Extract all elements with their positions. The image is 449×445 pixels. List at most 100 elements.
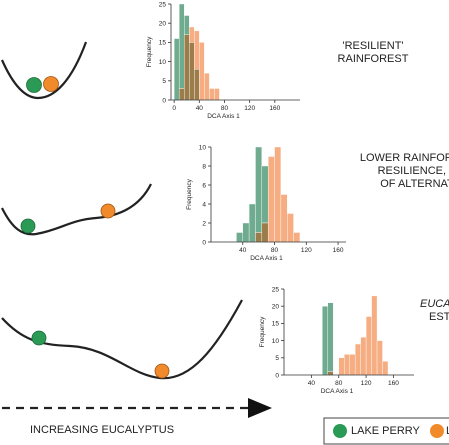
comparison-bar — [194, 30, 200, 70]
y-tick-label: 15 — [159, 40, 167, 47]
y-tick-label: 0 — [275, 372, 279, 379]
comparison-bar — [365, 316, 372, 376]
histogram-1: 0 5 10 15 20 25 0 40 80 120 160 DCA Axis 1 Frequency — [146, 1, 300, 120]
legend-frame — [323, 417, 449, 445]
comparison-site-ball — [43, 76, 59, 92]
comparison-bar — [354, 343, 361, 376]
lake-perry-ball — [26, 77, 42, 93]
y-tick-label: 10 — [159, 59, 167, 66]
comparison-bar — [209, 88, 215, 101]
lake-perry-bar — [327, 302, 334, 372]
y-tick-label: 25 — [272, 286, 280, 293]
y-axis-label: Frequency — [146, 36, 153, 67]
lake-perry-bar — [173, 38, 180, 101]
comparison-bar — [360, 336, 367, 376]
panel2-label: LOWER RAINFOREST RESILIENCE, E OF ALTERN… — [352, 152, 449, 191]
landscape-2 — [1, 183, 152, 236]
x-tick-label: 160 — [269, 105, 280, 112]
comparison-bar — [287, 213, 294, 243]
y-tick-label: 25 — [159, 1, 167, 8]
panel2-label-line: RESILIENCE, E — [377, 165, 449, 177]
stability-landscape-curve — [1, 183, 152, 236]
y-tick-label: 6 — [202, 182, 206, 189]
x-tick-label: 40 — [196, 105, 204, 112]
comparison-site-ball — [154, 363, 170, 379]
comparison-bar — [199, 42, 205, 101]
legend-label-comparison: L — [446, 425, 449, 438]
lake-perry-bar — [255, 146, 263, 233]
y-tick-label: 10 — [199, 144, 207, 151]
y-tick-label: 8 — [202, 163, 206, 170]
y-tick-label: 15 — [272, 321, 280, 328]
histogram-3: 0 5 10 15 20 25 40 80 120 160 DCA Axis 1 Frequency — [259, 286, 414, 395]
lake-perry-bar — [322, 306, 328, 376]
comparison-bar — [214, 88, 220, 101]
x-tick-label: 80 — [271, 247, 279, 254]
lake-perry-bar — [236, 232, 243, 243]
stability-landscape-curve — [0, 41, 88, 100]
y-tick-label: 5 — [275, 355, 279, 362]
lake-perry-bar — [261, 165, 269, 224]
panel2-label-line: LOWER RAINFOREST — [359, 152, 449, 164]
comparison-site-ball — [100, 203, 116, 219]
x-tick-label: 80 — [221, 105, 229, 112]
comparison-bar — [280, 194, 288, 243]
comparison-bar — [189, 26, 195, 43]
x-tick-label: 40 — [308, 380, 316, 387]
y-axis-label: Frequency — [259, 316, 266, 347]
x-axis-label: DCA Axis 1 — [207, 113, 240, 120]
x-axis-label: DCA Axis 1 — [321, 388, 354, 395]
histogram-2: 0 2 4 6 8 10 40 80 120 160 DCA Axis 1 Frequency — [186, 144, 346, 262]
y-tick-label: 4 — [202, 201, 206, 208]
lake-perry-bar — [178, 3, 185, 89]
landscape-3 — [1, 299, 243, 380]
comparison-bar — [204, 72, 210, 101]
x-tick-label: 160 — [333, 247, 344, 254]
x-tick-label: 120 — [361, 380, 372, 387]
comparison-bar — [371, 295, 378, 376]
arrow-head-icon — [248, 398, 272, 418]
x-axis-label: DCA Axis 1 — [250, 255, 283, 262]
panel3-label-line: EUCA — [420, 298, 449, 310]
y-tick-label: 2 — [202, 220, 206, 227]
panel3-label-line: EST — [429, 311, 449, 323]
overlap-bar — [189, 42, 195, 101]
y-axis-label: Frequency — [186, 178, 193, 209]
lake-perry-bar — [248, 203, 256, 243]
legend-swatch-comparison — [430, 424, 444, 438]
comparison-bar — [293, 232, 301, 243]
overlap-bar — [194, 69, 200, 101]
y-tick-label: 20 — [272, 304, 280, 311]
bottom-axis-label: INCREASING EUCALYPTUS — [30, 424, 175, 436]
y-tick-label: 0 — [202, 239, 206, 246]
x-tick-label: 80 — [335, 380, 343, 387]
x-tick-label: 120 — [301, 247, 312, 254]
comparison-bar — [376, 340, 383, 376]
panel2-label-line: OF ALTERNAT — [380, 178, 449, 190]
comparison-bar — [349, 354, 356, 376]
landscape-1 — [0, 41, 88, 100]
overlap-bar — [184, 34, 190, 101]
legend-label-lake-perry: LAKE PERRY — [351, 425, 420, 437]
x-tick-label: 120 — [244, 105, 255, 112]
comparison-bar — [267, 156, 275, 243]
comparison-bar — [382, 361, 389, 376]
panel1-label: 'RESILIENT' RAINFOREST — [318, 40, 428, 66]
x-tick-label: 160 — [388, 380, 399, 387]
legend-swatch-lake-perry — [333, 424, 347, 438]
x-tick-label: 0 — [172, 105, 176, 112]
overlap-bar — [327, 371, 334, 376]
panel1-label-line: 'RESILIENT' — [342, 40, 404, 52]
y-tick-label: 10 — [272, 338, 280, 345]
lake-perry-ball — [20, 218, 36, 234]
overlap-bar — [261, 222, 269, 243]
comparison-bar — [338, 357, 345, 376]
panel3-label: EUCA EST — [420, 298, 449, 324]
lake-perry-ball — [31, 330, 47, 346]
y-tick-label: 5 — [162, 78, 166, 85]
lake-perry-bar — [184, 15, 190, 35]
lake-perry-bar — [242, 222, 250, 243]
y-tick-label: 20 — [159, 21, 167, 28]
